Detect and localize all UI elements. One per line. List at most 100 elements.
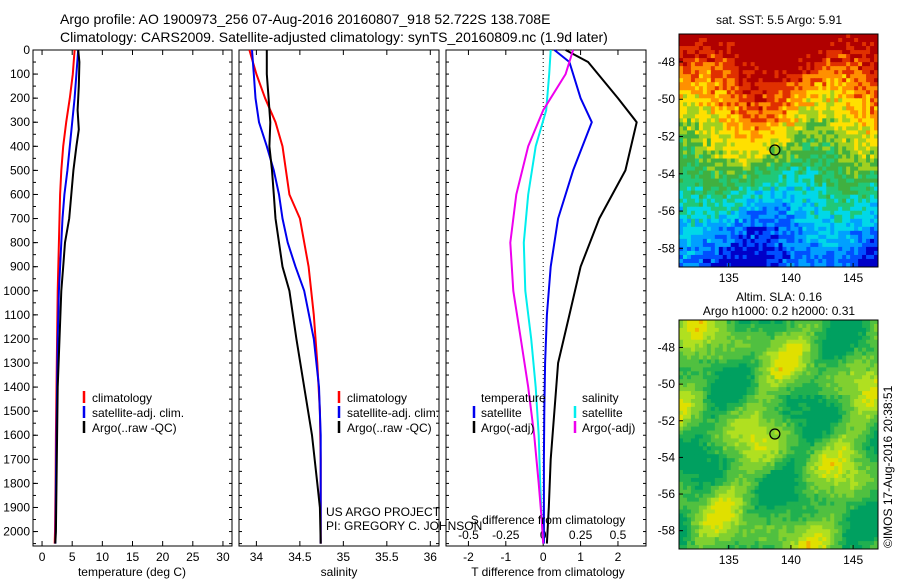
sst-cell — [766, 234, 772, 240]
sst-cell — [854, 206, 859, 212]
sst-cell — [770, 262, 776, 267]
sst-cell — [718, 154, 724, 160]
sst-cell — [758, 258, 764, 264]
sst-cell — [679, 122, 684, 127]
sst-cell — [854, 102, 859, 107]
sst-cell — [826, 210, 831, 216]
sst-cell — [846, 142, 851, 148]
sst-cell — [782, 242, 788, 248]
sst-cell — [798, 170, 803, 176]
sla-cell — [746, 359, 752, 365]
sla-cell — [850, 410, 855, 416]
sst-cell — [822, 142, 827, 148]
lon-tick-label: 135 — [719, 271, 739, 285]
sst-cell — [850, 46, 855, 51]
sla-cell — [726, 367, 732, 372]
sla-cell — [702, 383, 708, 388]
sst-cell — [826, 106, 831, 111]
sla-cell — [862, 335, 867, 341]
sla-cell — [742, 367, 748, 372]
sla-cell — [802, 406, 807, 412]
sst-cell — [806, 54, 811, 59]
sst-cell — [826, 202, 831, 208]
sla-cell — [794, 355, 799, 361]
sst-cell — [826, 218, 831, 224]
sla-cell — [810, 351, 815, 357]
sla-cell — [862, 430, 867, 436]
sla-cell — [706, 379, 712, 384]
sst-cell — [770, 238, 776, 244]
sst-cell — [794, 238, 799, 244]
sst-cell — [850, 246, 855, 252]
sst-cell — [682, 58, 688, 63]
depth-tick-label: 0 — [23, 43, 30, 57]
sst-cell — [834, 162, 839, 168]
sla-cell — [686, 438, 692, 443]
x-tick-label: -2 — [463, 550, 474, 564]
sla-cell — [758, 363, 764, 368]
sla-cell — [750, 343, 756, 349]
sla-cell — [766, 323, 772, 329]
sst-cell — [794, 166, 799, 172]
sst-cell — [734, 50, 740, 55]
sla-cell — [698, 323, 704, 329]
sst-cell — [718, 186, 724, 192]
sst-cell — [679, 186, 684, 192]
sla-cell — [838, 347, 843, 353]
sla-cell — [858, 320, 863, 325]
sla-cell — [766, 387, 772, 392]
sst-cell — [682, 218, 688, 224]
sst-cell — [818, 114, 823, 119]
sst-cell — [702, 190, 708, 196]
sst-cell — [698, 186, 704, 192]
sla-cell — [818, 359, 823, 365]
sst-cell — [690, 206, 696, 212]
sst-cell — [870, 210, 875, 216]
sst-cell — [718, 114, 724, 119]
sst-cell — [834, 262, 839, 267]
sla-cell — [746, 406, 752, 412]
sla-cell — [770, 347, 776, 353]
sst-cell — [842, 94, 847, 99]
sst-cell — [762, 50, 768, 55]
sla-cell — [870, 426, 875, 432]
sla-cell — [766, 438, 772, 443]
sst-cell — [790, 238, 796, 244]
sst-cell — [842, 198, 847, 204]
sst-cell — [790, 98, 796, 103]
sst-cell — [782, 66, 788, 71]
sst-cell — [846, 222, 851, 228]
sst-cell — [694, 150, 700, 156]
sst-cell — [698, 230, 704, 236]
sla-cell — [746, 442, 752, 447]
sst-cell — [682, 42, 688, 47]
sla-cell — [710, 398, 716, 404]
sla-cell — [686, 327, 692, 333]
sst-cell — [826, 214, 831, 220]
sst-cell — [718, 110, 724, 115]
sla-cell — [798, 383, 803, 388]
sla-cell — [730, 320, 736, 325]
sla-cell — [694, 351, 700, 357]
x-tick-label: 0 — [540, 550, 547, 564]
sst-cell — [850, 150, 855, 156]
sst-cell — [762, 110, 768, 115]
sla-cell — [838, 323, 843, 329]
sla-cell — [834, 446, 839, 451]
sla-cell — [710, 363, 716, 368]
sla-cell — [842, 347, 847, 353]
sla-cell — [698, 375, 704, 380]
sst-cell — [846, 130, 851, 136]
sla-cell — [682, 442, 688, 447]
sst-cell — [686, 142, 692, 148]
sla-cell — [810, 430, 815, 436]
sst-cell — [706, 98, 712, 103]
sst-cell — [682, 110, 688, 115]
sst-cell — [802, 166, 807, 172]
sla-cell — [694, 383, 700, 388]
sst-cell — [870, 190, 875, 196]
sla-cell — [858, 406, 863, 412]
sst-cell — [802, 174, 807, 180]
sst-cell — [679, 70, 684, 75]
sst-cell — [818, 190, 823, 196]
